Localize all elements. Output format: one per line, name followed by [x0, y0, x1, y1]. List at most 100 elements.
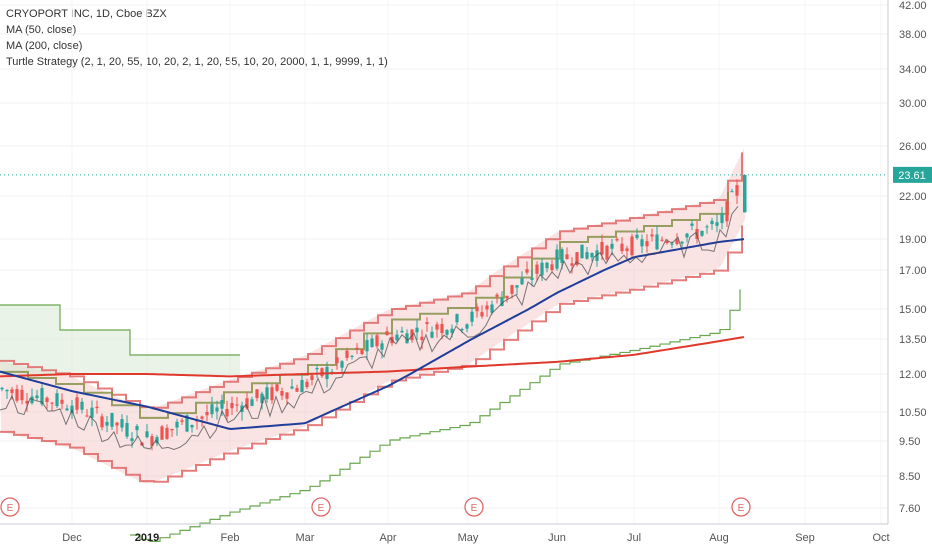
candle-body [255, 389, 259, 399]
candle-body [440, 324, 444, 334]
earnings-marker[interactable] [731, 497, 751, 517]
candle-body [225, 408, 229, 417]
ma50-line[interactable] [0, 238, 745, 430]
candle-body [705, 226, 709, 228]
candle-body [375, 335, 379, 347]
candle-body [515, 285, 519, 288]
x-tick-label: May [458, 532, 479, 544]
candle-body [215, 407, 219, 412]
candle-body [315, 368, 319, 370]
candle-body [340, 361, 344, 368]
candle-body [230, 402, 234, 409]
turtle-upper-channel [0, 152, 743, 409]
candle-body [85, 415, 89, 417]
legend-turtle-strategy[interactable]: Turtle Strategy (2, 1, 20, 55, 10, 20, 2… [6, 56, 388, 68]
ma200-line[interactable] [0, 336, 745, 378]
x-tick-label: Mar [296, 532, 315, 544]
candle-body [335, 357, 339, 364]
turtle-entry-channel [0, 191, 729, 419]
candle-body [150, 436, 154, 446]
y-tick-label: 30.00 [899, 98, 927, 110]
y-tick-label: 34.00 [899, 64, 927, 76]
candle-body [415, 327, 419, 333]
candle-body [485, 305, 489, 310]
candle-body [5, 389, 9, 392]
candle-body [670, 243, 674, 245]
candle-body [730, 191, 734, 193]
candle-body [645, 241, 649, 247]
candle-body [50, 402, 54, 404]
candle-body [300, 380, 304, 393]
y-tick-label: 15.00 [899, 304, 927, 316]
y-tick-label: 12.00 [899, 369, 927, 381]
candle-body [165, 427, 169, 439]
earnings-marker-label: E [471, 503, 478, 514]
candle-body [305, 381, 309, 387]
candle-body [585, 252, 589, 259]
candle-body [320, 368, 324, 377]
candle-body [495, 294, 499, 297]
candle-body [20, 389, 24, 401]
candle-body [545, 262, 549, 269]
candle-body [605, 245, 609, 260]
candle-body [720, 213, 724, 224]
legend-symbol[interactable]: CRYOPORT INC, 1D, Cboe BZX [6, 8, 167, 20]
candle-body [500, 298, 504, 306]
candle-body [510, 285, 514, 294]
turtle-trailing-stop [130, 289, 741, 542]
candle-body [185, 415, 189, 432]
candle-body [535, 264, 539, 274]
candle-body [40, 388, 44, 405]
y-tick-label: 22.00 [899, 191, 927, 203]
x-tick-label: Dec [62, 532, 82, 544]
candle-body [345, 350, 349, 358]
candle-body [120, 419, 124, 428]
candle-body [235, 404, 239, 406]
candle-body [275, 384, 279, 391]
candle-body [635, 234, 639, 238]
candle-body [145, 431, 149, 438]
candle-body [520, 278, 524, 285]
y-tick-label: 9.50 [899, 436, 920, 448]
candle-body [435, 324, 439, 330]
candle-body [25, 400, 29, 404]
legend-ma200[interactable]: MA (200, close) [6, 40, 83, 52]
last-price-label: 23.61 [898, 170, 926, 182]
candle-body [480, 312, 484, 317]
candle-body [115, 422, 119, 426]
candle-body [290, 386, 294, 389]
candle-body [95, 406, 99, 409]
candle-body [460, 329, 464, 331]
candle-body [250, 399, 254, 406]
candle-body [400, 330, 404, 333]
candle-body [380, 343, 384, 350]
candle-body [743, 174, 747, 213]
candle-body [620, 243, 624, 252]
legend-ma50[interactable]: MA (50, close) [6, 24, 77, 36]
candle-body [425, 322, 429, 325]
y-tick-label: 19.00 [899, 234, 927, 246]
earnings-marker[interactable] [0, 497, 20, 517]
candle-body [75, 397, 79, 410]
candle-body [155, 437, 159, 444]
earnings-marker[interactable] [311, 497, 331, 517]
candle-body [205, 411, 209, 416]
x-tick-label: Jul [627, 532, 641, 544]
candle-body [570, 263, 574, 266]
candle-body [360, 349, 364, 355]
candle-body [555, 249, 559, 269]
candle-body [105, 421, 109, 426]
earnings-marker[interactable] [464, 497, 484, 517]
turtle-lower-channel [0, 225, 743, 483]
candle-body [680, 241, 684, 244]
candle-body [600, 242, 604, 255]
candle-body [675, 239, 679, 244]
candle-body [130, 438, 134, 441]
candle-body [450, 328, 454, 333]
candle-body [200, 416, 204, 419]
candle-body [60, 399, 64, 404]
candle-body [285, 392, 289, 399]
x-tick-label: Oct [872, 532, 889, 544]
candle-body [175, 421, 179, 428]
